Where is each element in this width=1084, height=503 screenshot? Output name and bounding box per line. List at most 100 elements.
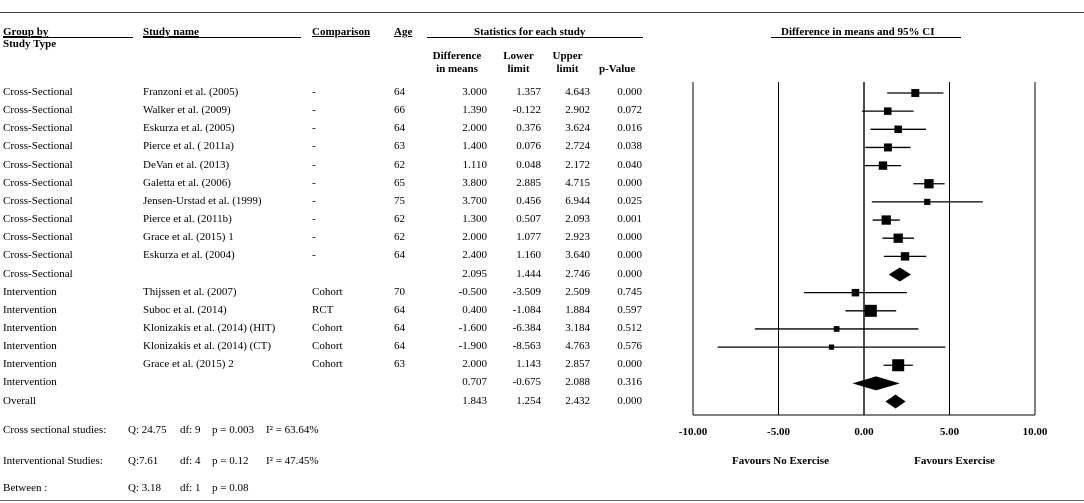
cell-age: 66 xyxy=(394,104,405,117)
cell-p: 0.512 xyxy=(617,321,642,334)
cell-upper: 3.184 xyxy=(565,321,590,334)
cell-p: 0.000 xyxy=(617,231,642,244)
header-study-type: Study Type xyxy=(3,38,57,50)
cell-diff: -1.900 xyxy=(458,340,487,353)
cell-age: 70 xyxy=(394,285,405,298)
cell-p: 0.745 xyxy=(617,285,642,298)
hetero-q: Q: 24.75 xyxy=(128,424,167,436)
cell-lower: 0.376 xyxy=(516,122,541,135)
cell-diff: 2.400 xyxy=(462,249,487,262)
cell-study: Grace et al. (2015) 1 xyxy=(143,231,234,244)
cell-diff: 0.400 xyxy=(462,303,487,316)
top-rule xyxy=(0,12,1084,13)
cell-diff: 1.400 xyxy=(462,140,487,153)
header-pvalue: p-Value xyxy=(599,63,636,75)
cell-p: 0.000 xyxy=(617,176,642,189)
cell-lower: 1.444 xyxy=(516,267,541,280)
hetero-i2: I² = 47.45% xyxy=(266,455,319,467)
cell-comparison: - xyxy=(312,176,316,189)
cell-study: Walker et al. (2009) xyxy=(143,104,231,117)
cell-lower: -6.384 xyxy=(512,321,541,334)
cell-group: Cross-Sectional xyxy=(3,213,73,225)
cell-study: DeVan et al. (2013) xyxy=(143,158,230,171)
cell-group: Overall xyxy=(3,394,36,407)
cell-study: Eskurza et al. (2005) xyxy=(143,122,235,135)
cell-comparison: - xyxy=(312,194,316,207)
cell-group: Intervention xyxy=(3,376,57,389)
point-estimate-square xyxy=(884,107,892,115)
hetero-df: df: 9 xyxy=(180,424,201,436)
hetero-q: Q:7.61 xyxy=(128,455,159,467)
cell-study: Franzoni et al. (2005) xyxy=(143,86,239,98)
cell-age: 65 xyxy=(394,176,405,189)
cell-upper: 2.746 xyxy=(565,267,590,280)
cell-diff: 3.000 xyxy=(462,86,487,98)
favours-exercise-label: Favours Exercise xyxy=(914,455,995,467)
cell-p: 0.072 xyxy=(617,104,642,117)
cell-diff: 1.300 xyxy=(462,213,487,225)
cell-lower: -1.084 xyxy=(512,303,541,316)
cell-diff: -1.600 xyxy=(458,321,487,334)
cell-comparison: Cohort xyxy=(312,321,343,334)
cell-upper: 2.724 xyxy=(565,140,590,153)
cell-age: 64 xyxy=(394,321,405,334)
cell-age: 64 xyxy=(394,249,405,262)
cell-lower: -8.563 xyxy=(512,340,541,353)
cell-group: Intervention xyxy=(3,358,57,371)
point-estimate-square xyxy=(828,344,835,350)
cell-lower: -0.122 xyxy=(512,104,541,117)
cell-group: Intervention xyxy=(3,321,57,334)
header-upper-2: limit xyxy=(556,63,579,75)
cell-comparison: - xyxy=(312,249,316,262)
cell-study: Galetta et al. (2006) xyxy=(143,176,231,189)
cell-comparison: - xyxy=(312,140,316,153)
cell-upper: 2.857 xyxy=(565,358,590,371)
cell-lower: 1.357 xyxy=(516,86,541,98)
cell-study: Suboc et al. (2014) xyxy=(143,303,227,316)
cell-p: 0.576 xyxy=(617,340,642,353)
cell-p: 0.000 xyxy=(617,86,642,98)
cell-p: 0.016 xyxy=(617,122,642,135)
cell-comparison: Cohort xyxy=(312,285,343,298)
header-lower-1: Lower xyxy=(503,50,534,62)
header-study-name: Study name xyxy=(143,26,199,38)
cell-comparison: - xyxy=(312,122,316,135)
point-estimate-square xyxy=(833,326,840,332)
hetero-p: p = 0.08 xyxy=(212,482,249,494)
cell-p: 0.000 xyxy=(617,358,642,371)
cell-upper: 2.088 xyxy=(565,376,590,389)
cell-comparison: - xyxy=(312,231,316,244)
cell-lower: 1.160 xyxy=(516,249,541,262)
cell-age: 62 xyxy=(394,158,405,171)
cell-age: 64 xyxy=(394,340,405,353)
header-diff-2: in means xyxy=(436,63,478,75)
point-estimate-square xyxy=(864,304,877,317)
cell-study: Pierce et al. (2011b) xyxy=(143,213,232,225)
cell-study: Eskurza et al. (2004) xyxy=(143,249,235,262)
point-estimate-square xyxy=(851,288,860,297)
study-header-rule xyxy=(143,37,301,38)
cell-lower: 1.143 xyxy=(516,358,541,371)
cell-upper: 3.640 xyxy=(565,249,590,262)
cell-diff: -0.500 xyxy=(458,285,487,298)
cell-age: 62 xyxy=(394,213,405,225)
header-group-by: Group by xyxy=(3,26,49,38)
cell-lower: 2.885 xyxy=(516,176,541,189)
cell-upper: 4.763 xyxy=(565,340,590,353)
cell-study: Pierce et al. ( 2011a) xyxy=(143,140,234,153)
plot-title-rule xyxy=(771,37,961,38)
cell-age: 63 xyxy=(394,140,405,153)
summary-diamond xyxy=(852,376,900,391)
cell-upper: 2.093 xyxy=(565,213,590,225)
cell-diff: 1.110 xyxy=(462,158,487,171)
cell-lower: 1.254 xyxy=(516,394,541,407)
x-tick-label: -10.00 xyxy=(679,426,708,438)
cell-group: Cross-Sectional xyxy=(3,122,73,135)
cell-study: Jensen-Urstad et al. (1999) xyxy=(143,194,262,207)
cell-group: Cross-Sectional xyxy=(3,176,73,189)
point-estimate-square xyxy=(900,252,910,261)
cell-lower: 0.456 xyxy=(516,194,541,207)
plot-title: Difference in means and 95% CI xyxy=(781,26,935,38)
